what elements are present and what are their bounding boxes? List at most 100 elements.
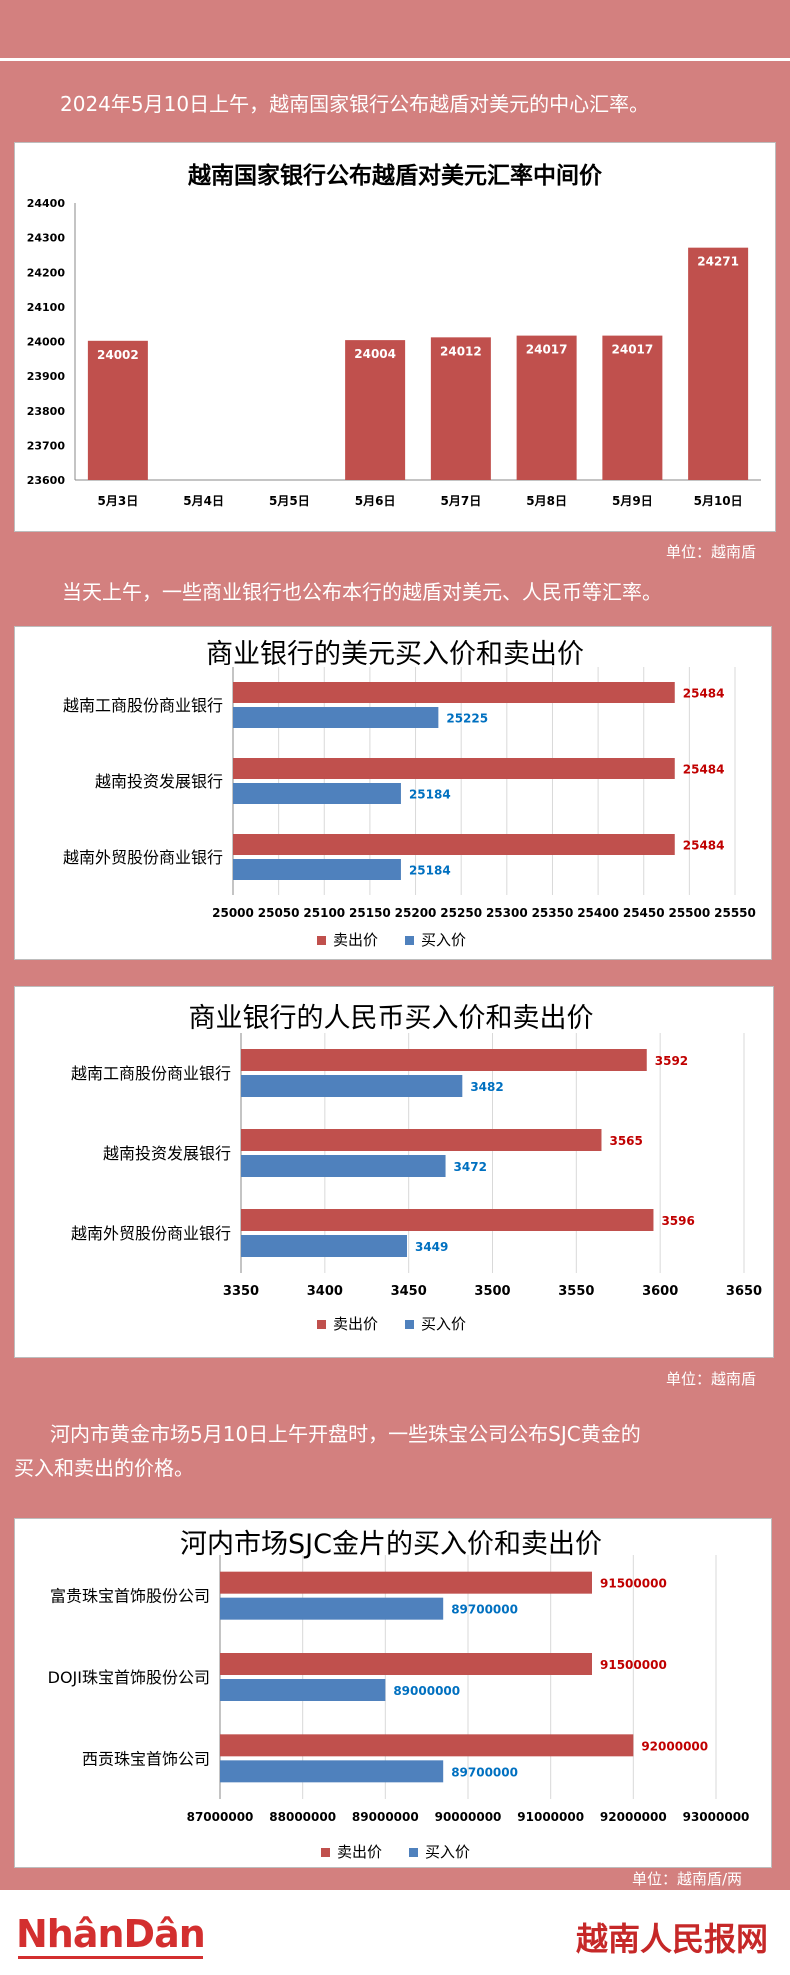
chart1-x-label-6: 5月9日	[612, 494, 653, 508]
chart2-legend-sell-label: 卖出价	[333, 931, 378, 949]
chart4-sell-label-2: 92000000	[641, 1739, 708, 1753]
chart-cny-rates: 商业银行的人民币买入价和卖出价 3350 3400 3450 3500 3550 3600 3…	[14, 986, 774, 1358]
chart3-legend-sell-label: 卖出价	[333, 1315, 378, 1333]
chart1-x-label-1: 5月4日	[183, 494, 224, 508]
chart1-y-tick-2: 23800	[27, 405, 66, 418]
chart1-data-label-0: 24002	[97, 348, 139, 362]
chart1-x-label-2: 5月5日	[269, 494, 310, 508]
chart3-x-tick-0: 3350	[223, 1284, 259, 1299]
chart3-sell-label-1: 3565	[609, 1134, 642, 1148]
intro-text: 2024年5月10日上午，越南国家银行公布越盾对美元的中心汇率。	[60, 92, 650, 116]
chart4-buy-bar-2	[220, 1760, 444, 1783]
chart-gold-prices-svg: 河内市场SJC金片的买入价和卖出价 87000000 88000000 8900000…	[48, 1529, 750, 1861]
chart2-buy-label-0: 25225	[446, 712, 488, 726]
chart2-category-1: 越南投资发展银行	[95, 772, 223, 791]
chart1-bar-6	[602, 335, 663, 480]
chart2-legend-buy-label: 买入价	[421, 931, 466, 949]
chart-cny-rates-svg: 商业银行的人民币买入价和卖出价 3350 3400 3450 3500 3550 3600 3…	[71, 1003, 762, 1333]
paragraph-3-line-2: 买入和卖出的价格。	[14, 1456, 194, 1480]
chart4-x-tick-6: 93000000	[683, 1810, 750, 1824]
chart3-legend-buy-swatch	[405, 1320, 414, 1329]
chart4-buy-bar-0	[220, 1597, 444, 1620]
chart3-buy-label-1: 3472	[454, 1160, 487, 1174]
chart-usd-rates: 商业银行的美元买入价和卖出价 25000 25050 25100 25150 25200 2…	[14, 626, 772, 960]
chart4-category-0: 富贵珠宝首饰股份公司	[50, 1587, 210, 1606]
chart1-data-label-4: 24012	[440, 344, 482, 358]
unit-label-3: 单位：越南盾/两	[632, 1870, 743, 1888]
chart1-bar-5	[516, 335, 577, 480]
chart3-category-1: 越南投资发展银行	[103, 1144, 231, 1163]
chart-central-rate: 越南国家银行公布越盾对美元汇率中间价 23600 23700 23800 23900 24…	[14, 142, 776, 532]
chart4-sell-bar-1	[220, 1653, 592, 1675]
chart4-buy-label-1: 89000000	[393, 1684, 460, 1698]
chart2-sell-bar-1	[233, 758, 675, 779]
chart4-buy-bar-1	[220, 1679, 386, 1701]
chart4-legend-sell-label: 卖出价	[337, 1843, 382, 1861]
chart3-x-tick-4: 3550	[558, 1284, 594, 1299]
chart2-sell-label-1: 25484	[683, 763, 725, 777]
chart3-legend-sell-swatch	[317, 1320, 326, 1329]
chart1-y-tick-0: 23600	[27, 474, 66, 487]
chart3-title: 商业银行的人民币买入价和卖出价	[189, 1003, 594, 1034]
chart2-x-tick-0: 25000	[212, 906, 254, 920]
chart3-x-tick-1: 3400	[307, 1284, 343, 1299]
chart2-buy-bar-1	[233, 783, 401, 804]
nhandan-logo[interactable]: NhânDân	[16, 1912, 206, 1959]
chart-central-rate-svg: 越南国家银行公布越盾对美元汇率中间价 23600 23700 23800 23900 24…	[27, 162, 761, 508]
chart3-x-tick-3: 3500	[474, 1284, 510, 1299]
chart2-legend-sell-swatch	[317, 936, 326, 945]
chart4-buy-label-2: 89700000	[451, 1765, 518, 1779]
chart1-y-tick-4: 24000	[27, 336, 66, 349]
chart3-x-tick-5: 3600	[642, 1284, 678, 1299]
chart3-sell-bar-2	[241, 1209, 654, 1231]
chart2-x-tick-3: 25150	[349, 906, 391, 920]
chart1-bar-4	[430, 337, 491, 480]
chart2-x-tick-1: 25050	[258, 906, 300, 920]
unit-label-2: 单位：越南盾	[666, 1370, 757, 1388]
chart2-x-tick-7: 25350	[532, 906, 574, 920]
chart1-data-label-3: 24004	[354, 347, 396, 361]
chart4-category-2: 西贡珠宝首饰公司	[82, 1749, 210, 1768]
chart2-sell-label-2: 25484	[683, 839, 725, 853]
chart1-x-label-0: 5月3日	[98, 494, 139, 508]
chart4-x-tick-0: 87000000	[187, 1810, 254, 1824]
chart4-sell-bar-2	[220, 1734, 634, 1757]
chart2-sell-bar-0	[233, 682, 675, 703]
chart2-x-tick-9: 25450	[623, 906, 665, 920]
chart1-x-label-4: 5月7日	[441, 494, 482, 508]
chart3-sell-bar-1	[241, 1129, 602, 1151]
chart2-category-0: 越南工商股份商业银行	[63, 696, 223, 715]
footer: NhânDân 越南人民报网	[0, 1890, 790, 1975]
chart2-buy-bar-0	[233, 707, 439, 728]
chart1-y-tick-7: 24300	[27, 232, 66, 245]
chart1-y-tick-8: 24400	[27, 197, 66, 210]
chart1-bar-3	[345, 340, 406, 480]
chart4-title: 河内市场SJC金片的买入价和卖出价	[180, 1529, 602, 1560]
chart2-x-tick-10: 25500	[668, 906, 710, 920]
chart2-x-tick-5: 25250	[440, 906, 482, 920]
chart3-buy-label-0: 3482	[470, 1080, 503, 1094]
chart4-x-tick-1: 88000000	[269, 1810, 336, 1824]
chart1-y-tick-5: 24100	[27, 301, 66, 314]
chart3-buy-bar-0	[241, 1075, 463, 1097]
chart2-buy-label-2: 25184	[409, 864, 451, 878]
chart2-title: 商业银行的美元买入价和卖出价	[206, 639, 584, 670]
chart1-x-label-7: 5月10日	[694, 494, 743, 508]
chart3-x-tick-2: 3450	[391, 1284, 427, 1299]
chart3-category-0: 越南工商股份商业银行	[71, 1064, 231, 1083]
chart4-legend-buy-label: 买入价	[425, 1843, 470, 1861]
chart3-sell-label-2: 3596	[661, 1214, 694, 1228]
chart2-x-tick-2: 25100	[303, 906, 345, 920]
chart1-y-tick-1: 23700	[27, 439, 66, 452]
chart2-x-tick-11: 25550	[714, 906, 756, 920]
chart1-bar-0	[87, 340, 148, 480]
chart3-buy-bar-1	[241, 1155, 446, 1177]
paragraph-2: 当天上午，一些商业银行也公布本行的越盾对美元、人民币等汇率。	[62, 580, 662, 604]
site-logo-text[interactable]: 越南人民报网	[575, 1920, 768, 1958]
chart3-buy-bar-2	[241, 1235, 407, 1257]
paragraph-3-line-1: 河内市黄金市场5月10日上午开盘时，一些珠宝公司公布SJC黄金的	[50, 1422, 641, 1446]
chart4-sell-label-1: 91500000	[600, 1658, 667, 1672]
chart4-x-tick-2: 89000000	[352, 1810, 419, 1824]
chart2-x-tick-4: 25200	[395, 906, 437, 920]
chart1-y-tick-3: 23900	[27, 370, 66, 383]
